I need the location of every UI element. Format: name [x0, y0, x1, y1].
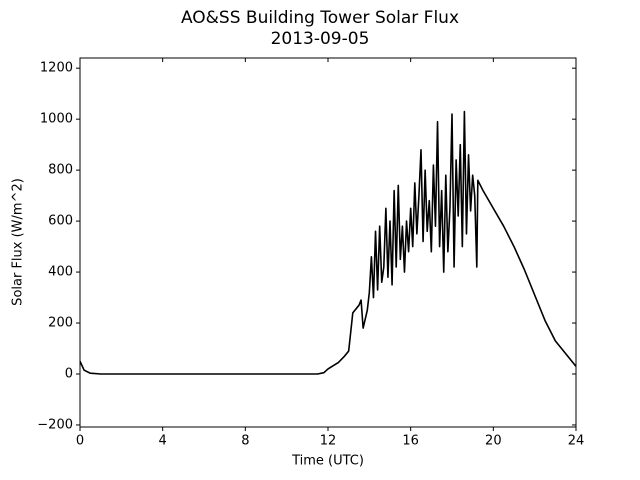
x-tick-label: 8: [241, 434, 249, 449]
y-tick-label: 0: [65, 366, 73, 381]
chart-subtitle: 2013-09-05: [271, 29, 370, 49]
y-tick-label: 600: [48, 214, 73, 229]
y-tick-label: −200: [37, 417, 73, 432]
x-tick-label: 0: [76, 434, 84, 449]
x-tick-label: 4: [159, 434, 167, 449]
flux-line: [79, 110, 577, 375]
x-tick-label: 16: [402, 434, 419, 449]
y-tick-label: 800: [48, 163, 73, 178]
x-tick-label: 24: [568, 434, 585, 449]
y-axis-label: Solar Flux (W/m^2): [11, 178, 26, 306]
y-tick-label: 200: [48, 316, 73, 331]
x-tick-label: 12: [320, 434, 337, 449]
y-tick-label: 1000: [40, 112, 73, 127]
x-axis-label: Time (UTC): [291, 454, 364, 469]
chart-title: AO&SS Building Tower Solar Flux: [181, 8, 459, 28]
plot-frame: [79, 57, 577, 428]
y-tick-label: 400: [48, 265, 73, 280]
x-tick-label: 20: [485, 434, 502, 449]
y-tick-label: 1200: [40, 61, 73, 76]
